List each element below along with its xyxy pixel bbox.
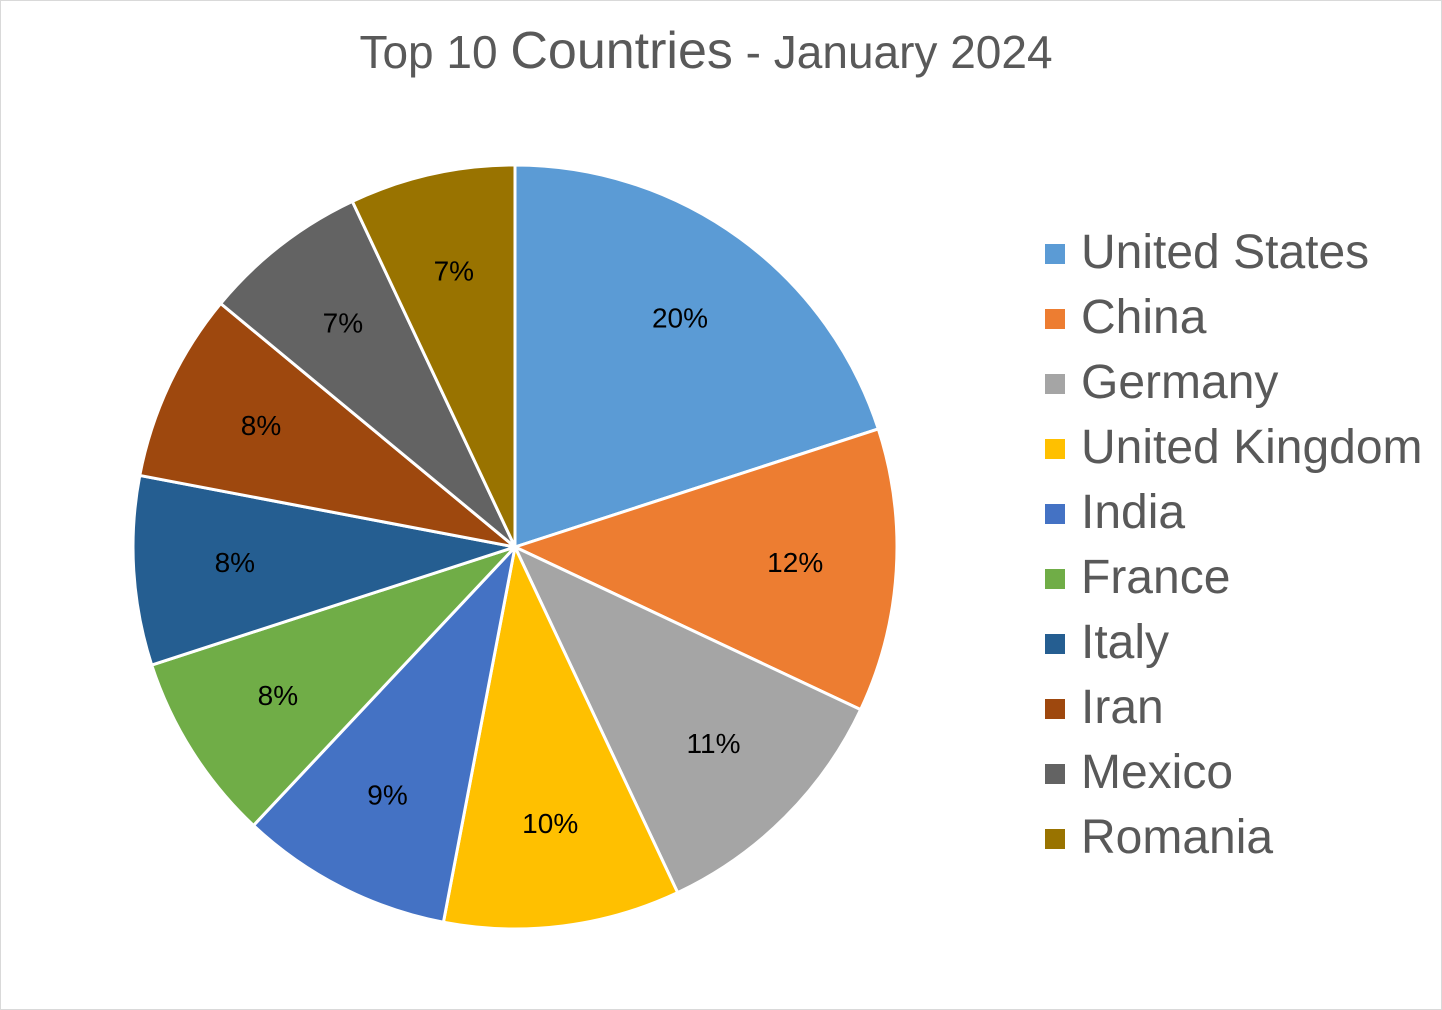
legend-label-mexico: Mexico [1081, 746, 1234, 799]
pie-data-label-united-states: 20% [652, 302, 708, 333]
pie-data-label-france: 8% [258, 680, 298, 711]
legend-item-romania: Romania [1045, 806, 1435, 871]
pie-slice-romania [350, 163, 517, 549]
legend-item-germany: Germany [1045, 351, 1435, 416]
chart-title-suffix: - January 2024 [732, 26, 1053, 78]
legend-swatch-united-kingdom [1045, 439, 1065, 459]
legend-swatch-italy [1045, 634, 1065, 654]
legend-label-romania: Romania [1081, 811, 1274, 864]
legend-item-france: France [1045, 546, 1435, 611]
legend-swatch-germany [1045, 374, 1065, 394]
pie-slice-germany [513, 545, 863, 895]
legend-swatch-china [1045, 309, 1065, 329]
pie-data-label-italy: 8% [215, 547, 255, 578]
pie-data-labels: 20% 12% 11% 10% 9% 8% 8% 8% 7% 7% [215, 255, 824, 839]
pie-data-label-india: 9% [367, 780, 407, 811]
pie-slice-italy [131, 473, 517, 667]
legend-item-china: China [1045, 286, 1435, 351]
legend-swatch-iran [1045, 699, 1065, 719]
legend-label-united-kingdom: United Kingdom [1081, 421, 1423, 474]
pie-slice-mexico [219, 199, 517, 549]
legend-label-italy: Italy [1081, 616, 1170, 669]
legend-label-france: France [1081, 551, 1231, 604]
chart-title-prefix: Top 10 [359, 26, 511, 78]
chart-title-emphasis: Countries [510, 22, 733, 80]
legend-item-italy: Italy [1045, 611, 1435, 676]
legend-swatch-romania [1045, 829, 1065, 849]
legend-label-united-states: United States [1081, 226, 1370, 279]
pie-slices [131, 163, 899, 931]
pie-slice-iran [138, 302, 517, 549]
legend-swatch-france [1045, 569, 1065, 589]
legend-item-iran: Iran [1045, 676, 1435, 741]
pie-data-label-mexico: 7% [323, 307, 363, 338]
pie-data-label-iran: 8% [241, 410, 281, 441]
legend-item-mexico: Mexico [1045, 741, 1435, 806]
chart-title: Top 10 Countries - January 2024 [1, 23, 1411, 80]
pie-data-label-china: 12% [767, 547, 823, 578]
legend-item-united-kingdom: United Kingdom [1045, 416, 1435, 481]
pie-slice-united-states [513, 163, 880, 549]
pie-data-label-germany: 11% [687, 728, 741, 759]
legend-item-india: India [1045, 481, 1435, 546]
legend-label-germany: Germany [1081, 356, 1279, 409]
legend-item-united-states: United States [1045, 221, 1435, 286]
pie-slice-india [252, 545, 517, 924]
chart-legend: United States China Germany United Kingdom I… [1045, 221, 1435, 871]
legend-swatch-mexico [1045, 764, 1065, 784]
pie-data-label-united-kingdom: 10% [522, 808, 578, 839]
pie-slice-france [150, 545, 517, 827]
pie-slice-united-kingdom [441, 545, 680, 931]
legend-label-china: China [1081, 291, 1207, 344]
pie-data-label-romania: 7% [434, 255, 474, 286]
legend-label-india: India [1081, 486, 1186, 539]
legend-swatch-india [1045, 504, 1065, 524]
pie-slice-china [513, 427, 899, 712]
legend-swatch-united-states [1045, 244, 1065, 264]
legend-label-iran: Iran [1081, 681, 1164, 734]
